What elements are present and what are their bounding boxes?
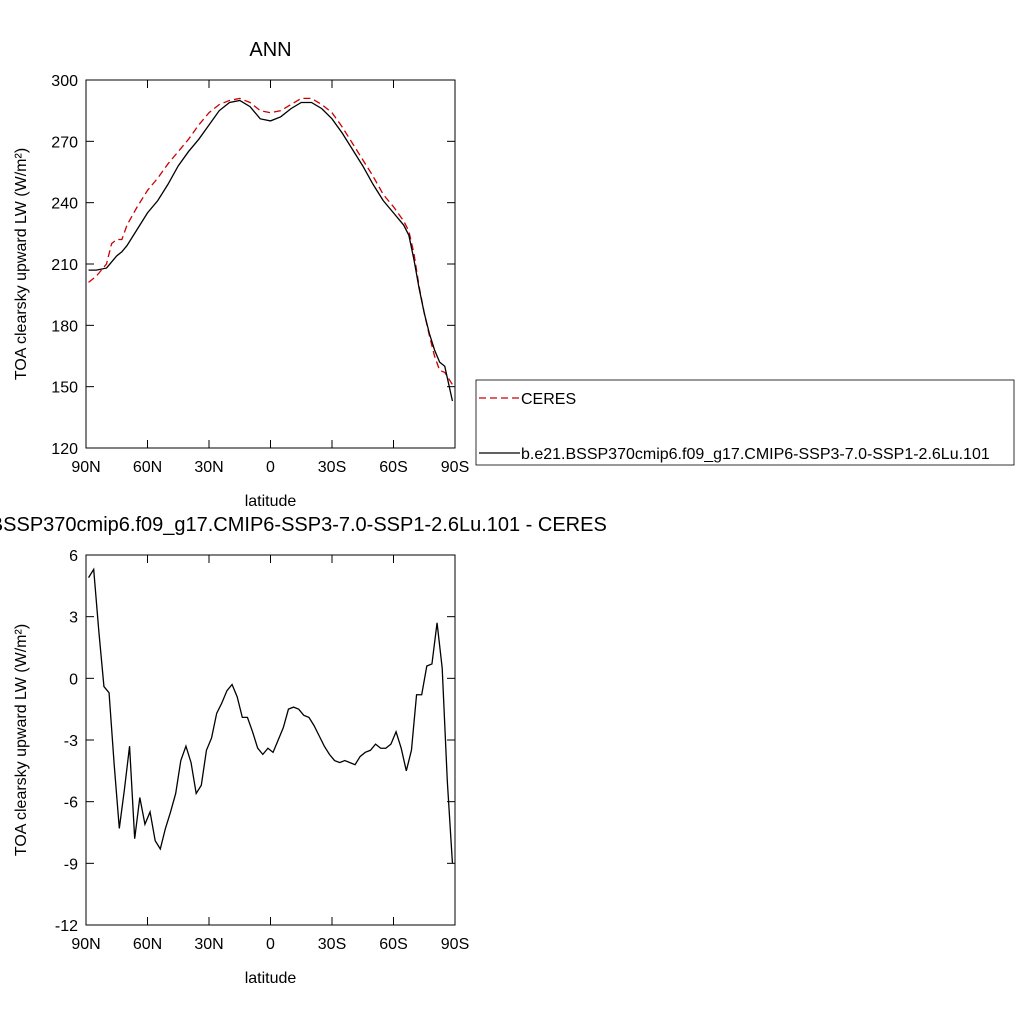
plot-frame (85, 554, 456, 926)
y-tick-label: 210 (51, 257, 78, 274)
legend-label: CERES (521, 391, 576, 408)
y-tick-label: 3 (69, 610, 78, 627)
x-tick-label: 30S (318, 459, 346, 476)
y-axis-label: TOA clearsky upward LW (W/m²) (13, 624, 30, 856)
y-axis-label: TOA clearsky upward LW (W/m²) (13, 148, 30, 380)
y-tick-label: -3 (64, 733, 78, 750)
x-tick-label: 90S (441, 459, 469, 476)
y-tick-label: 6 (69, 548, 78, 565)
y-tick-label: -6 (64, 795, 78, 812)
x-tick-label: 90S (441, 936, 469, 953)
y-tick-label: -9 (64, 856, 78, 873)
legend-box (475, 379, 1015, 466)
y-tick-label: 270 (51, 134, 78, 151)
x-tick-label: 30S (318, 936, 346, 953)
plot-frame (85, 79, 456, 449)
x-axis-label: latitude (245, 970, 297, 987)
data-line (88, 97, 453, 385)
x-tick-label: 90N (71, 459, 100, 476)
x-tick-label: 30N (194, 936, 223, 953)
y-tick-label: 180 (51, 318, 78, 335)
x-tick-label: 60S (379, 459, 407, 476)
chart-title: b.e21.BSSP370cmip6.f09_g17.CMIP6-SSP3-7.… (0, 514, 607, 536)
x-tick-label: 0 (266, 459, 275, 476)
y-tick-label: 150 (51, 380, 78, 397)
x-tick-label: 0 (266, 936, 275, 953)
x-tick-label: 60N (133, 936, 162, 953)
y-tick-label: 300 (51, 73, 78, 90)
data-line (88, 99, 454, 402)
y-tick-label: 120 (51, 441, 78, 458)
x-tick-label: 90N (71, 936, 100, 953)
x-axis-label: latitude (245, 493, 297, 510)
y-tick-label: 240 (51, 196, 78, 213)
x-tick-label: 60S (379, 936, 407, 953)
y-tick-label: 0 (69, 671, 78, 688)
chart-title: ANN (249, 39, 291, 61)
x-tick-label: 60N (133, 459, 162, 476)
x-tick-label: 30N (194, 459, 223, 476)
legend-label: b.e21.BSSP370cmip6.f09_g17.CMIP6-SSP3-7.… (521, 446, 990, 463)
y-tick-label: -12 (55, 918, 78, 935)
data-line (88, 567, 454, 864)
